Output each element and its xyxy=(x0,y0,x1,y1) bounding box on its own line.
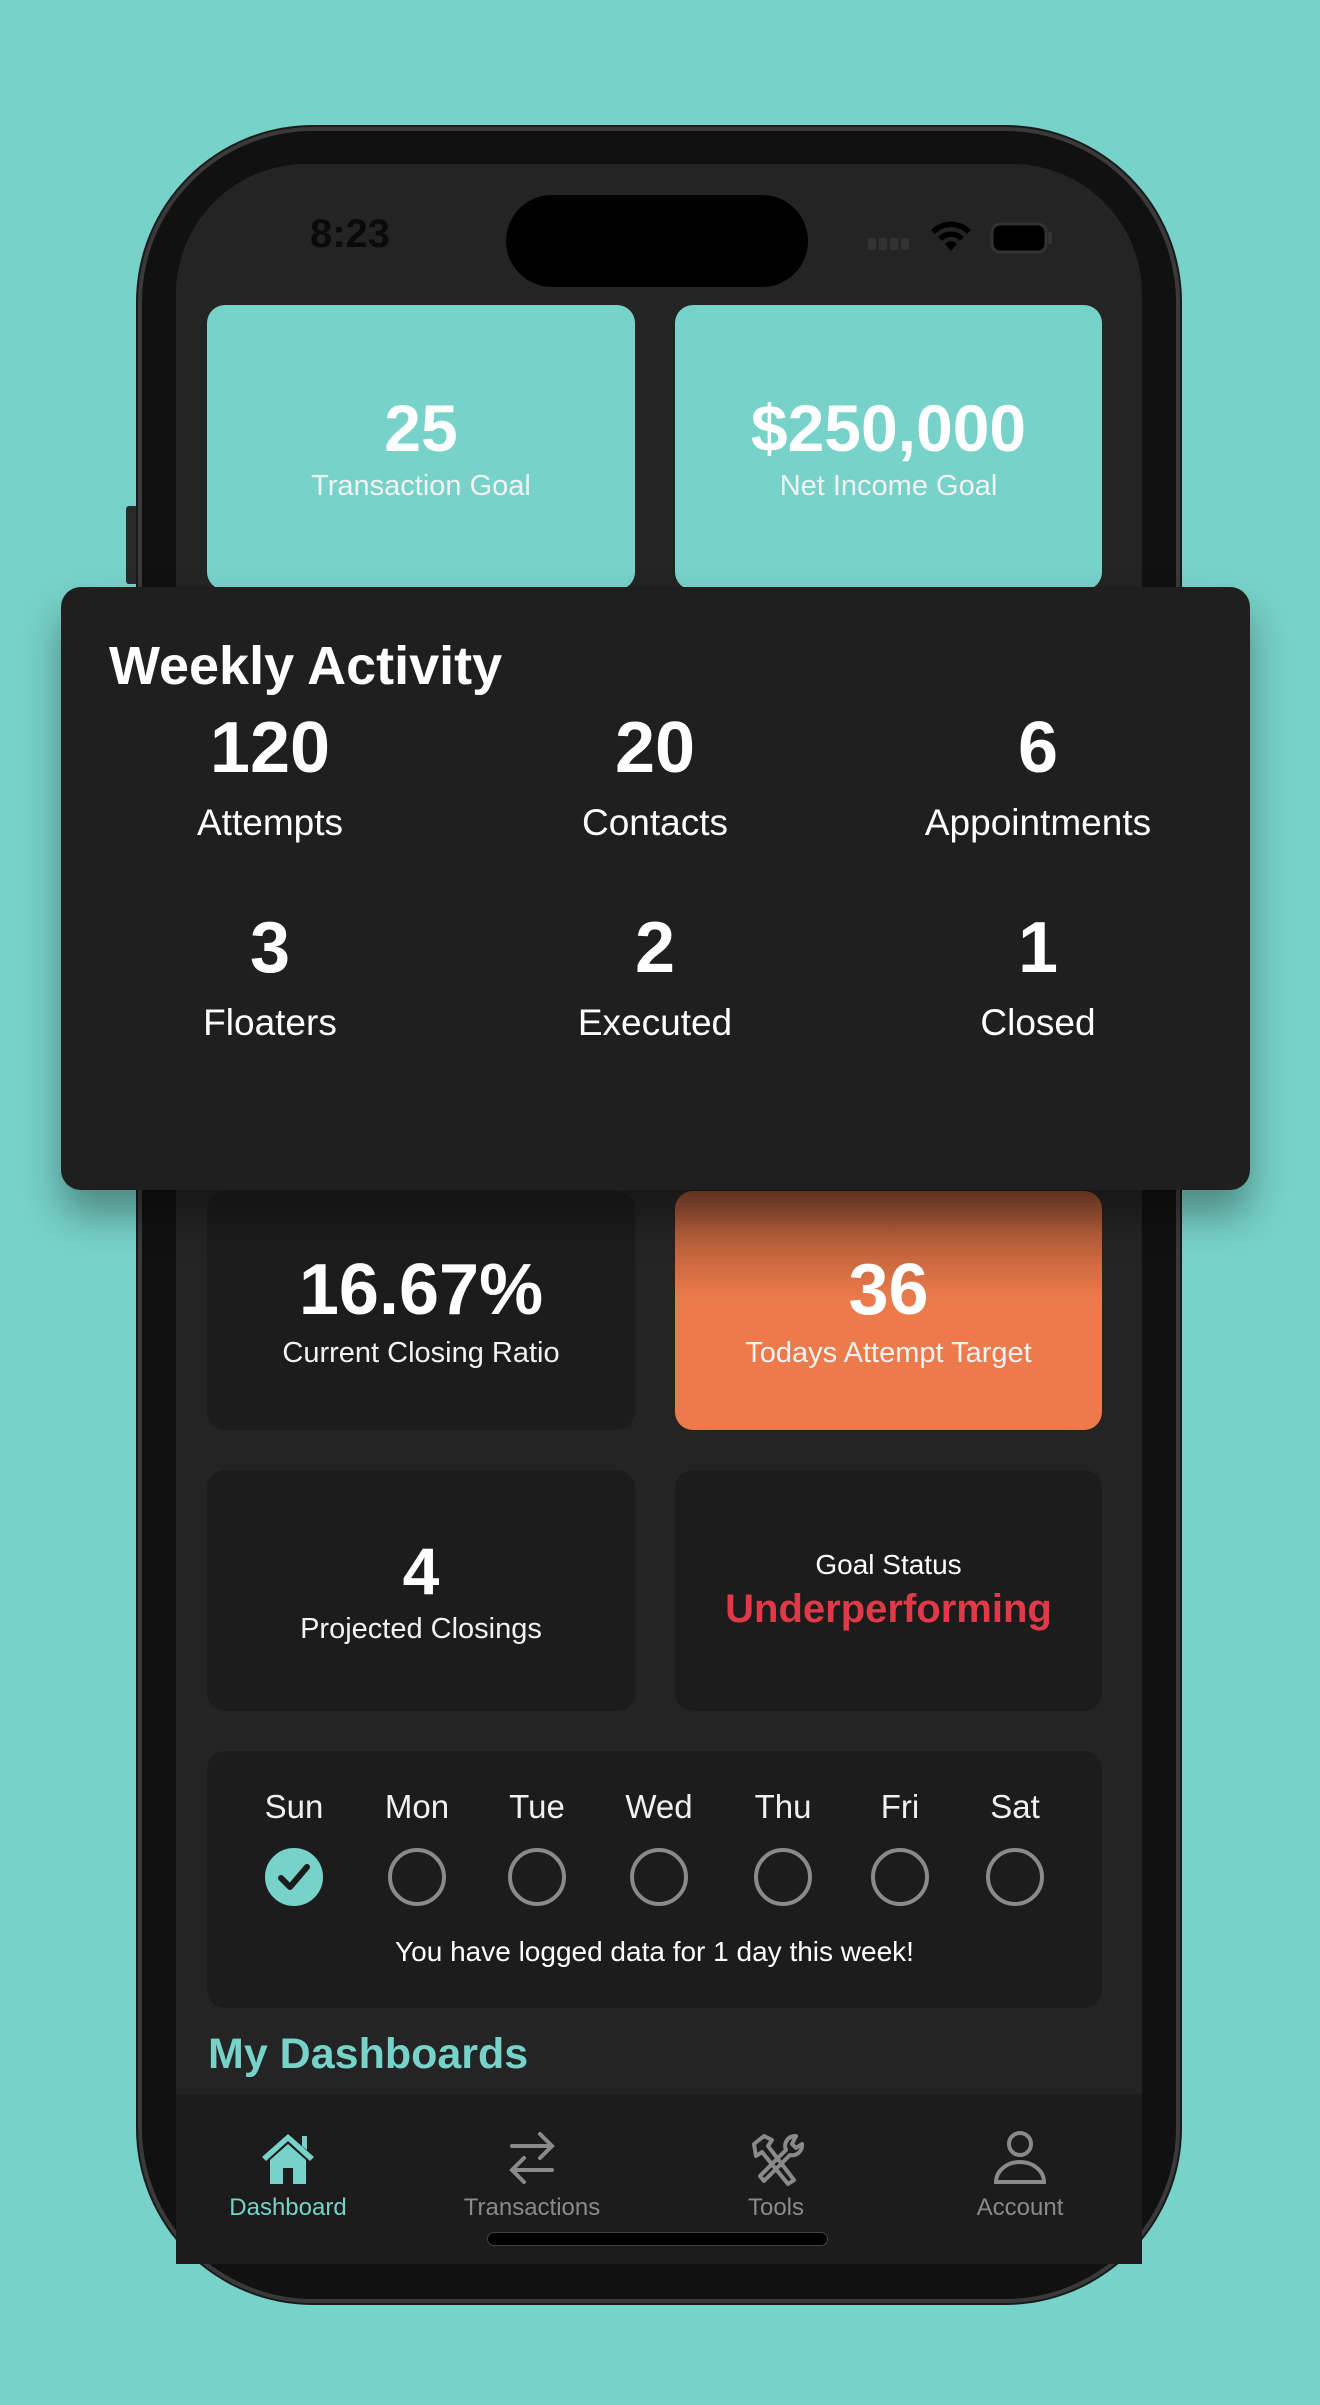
tab-transactions[interactable]: Transactions xyxy=(432,2130,632,2222)
stat-appointments: 6 Appointments xyxy=(848,712,1228,844)
empty-circle-icon[interactable] xyxy=(508,1848,566,1906)
attempt-target-label: Todays Attempt Target xyxy=(745,1336,1032,1369)
stat-label: Closed xyxy=(980,1002,1096,1043)
stat-value: 1 xyxy=(1017,908,1059,988)
day-thu[interactable]: Thu xyxy=(728,1788,838,1906)
week-log-message: You have logged data for 1 day this week… xyxy=(395,1936,914,1967)
day-fri[interactable]: Fri xyxy=(845,1788,955,1906)
stat-label: Appointments xyxy=(924,802,1152,843)
stat-value: 2 xyxy=(634,908,676,988)
tab-account[interactable]: Account xyxy=(920,2130,1120,2222)
empty-circle-icon[interactable] xyxy=(986,1848,1044,1906)
stat-value: 120 xyxy=(209,708,331,788)
day-sat[interactable]: Sat xyxy=(960,1788,1070,1906)
stat-label: Floaters xyxy=(203,1002,337,1043)
transaction-goal-card[interactable]: 25 Transaction Goal xyxy=(207,305,635,590)
tools-icon xyxy=(752,2134,805,2186)
status-time: 8:23 xyxy=(309,212,391,256)
day-label: Tue xyxy=(509,1788,565,1825)
goal-status-label: Goal Status xyxy=(815,1549,962,1580)
stat-label: Attempts xyxy=(197,802,343,843)
person-icon xyxy=(993,2131,1047,2184)
day-wed[interactable]: Wed xyxy=(604,1788,714,1906)
tab-label: Dashboard xyxy=(229,2194,347,2221)
stat-floaters: 3 Floaters xyxy=(80,912,460,1044)
empty-circle-icon[interactable] xyxy=(388,1848,446,1906)
house-icon xyxy=(262,2134,314,2184)
stat-value: 6 xyxy=(1017,708,1059,788)
signal-icon xyxy=(868,238,909,250)
stat-value: 3 xyxy=(249,908,291,988)
tab-label: Transactions xyxy=(463,2194,601,2221)
home-indicator[interactable] xyxy=(487,2232,828,2246)
empty-circle-icon[interactable] xyxy=(754,1848,812,1906)
projected-closings-label: Projected Closings xyxy=(300,1613,542,1646)
my-dashboards-title: My Dashboards xyxy=(208,2030,529,2078)
stat-attempts: 120 Attempts xyxy=(80,712,460,844)
side-button xyxy=(126,506,138,584)
stat-value: 20 xyxy=(614,708,696,788)
day-label: Sat xyxy=(990,1788,1040,1825)
net-income-goal-label: Net Income Goal xyxy=(779,470,998,503)
closing-ratio-card[interactable]: 16.67% Current Closing Ratio xyxy=(207,1191,635,1430)
empty-circle-icon[interactable] xyxy=(871,1848,929,1906)
battery-icon xyxy=(990,222,1052,254)
attempt-target-value: 36 xyxy=(848,1250,929,1331)
day-label: Sun xyxy=(264,1788,324,1825)
weekly-activity-panel: Weekly Activity 120 Attempts 20 Contacts 6 Ap… xyxy=(61,587,1250,1190)
tab-dashboard[interactable]: Dashboard xyxy=(188,2130,388,2222)
goal-status-value: Underperforming xyxy=(725,1587,1052,1631)
projected-closings-card[interactable]: 4 Projected Closings xyxy=(207,1470,635,1711)
empty-circle-icon[interactable] xyxy=(630,1848,688,1906)
day-mon[interactable]: Mon xyxy=(362,1788,472,1906)
weekly-activity-title: Weekly Activity xyxy=(109,636,503,696)
net-income-goal-value: $250,000 xyxy=(750,390,1027,465)
tab-label: Account xyxy=(976,2194,1064,2221)
stat-label: Executed xyxy=(577,1002,733,1043)
arrows-exchange-icon xyxy=(509,2132,555,2184)
net-income-goal-card[interactable]: $250,000 Net Income Goal xyxy=(675,305,1102,590)
stat-label: Contacts xyxy=(581,802,728,843)
day-tue[interactable]: Tue xyxy=(482,1788,592,1906)
projected-closings-value: 4 xyxy=(402,1533,440,1608)
transaction-goal-value: 25 xyxy=(384,390,458,465)
tab-label: Tools xyxy=(747,2194,805,2221)
day-label: Fri xyxy=(880,1788,920,1825)
closing-ratio-value: 16.67% xyxy=(298,1250,544,1331)
day-sun[interactable]: Sun xyxy=(239,1788,349,1906)
day-label: Thu xyxy=(754,1788,812,1825)
stat-closed: 1 Closed xyxy=(848,912,1228,1044)
dynamic-island xyxy=(506,195,808,287)
stat-executed: 2 Executed xyxy=(465,912,845,1044)
transaction-goal-label: Transaction Goal xyxy=(311,470,531,503)
goal-status-card[interactable]: Goal Status Underperforming xyxy=(675,1470,1102,1711)
check-circle-icon[interactable] xyxy=(265,1848,323,1906)
tab-tools[interactable]: Tools xyxy=(676,2130,876,2222)
attempt-target-card[interactable]: 36 Todays Attempt Target xyxy=(675,1191,1102,1430)
wifi-icon xyxy=(931,221,971,251)
day-label: Mon xyxy=(384,1788,450,1825)
day-label: Wed xyxy=(625,1788,693,1825)
closing-ratio-label: Current Closing Ratio xyxy=(282,1336,560,1369)
stat-contacts: 20 Contacts xyxy=(465,712,845,844)
